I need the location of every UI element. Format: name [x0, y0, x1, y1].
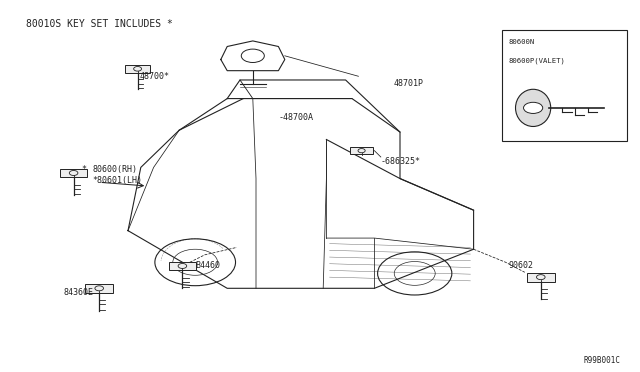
- Bar: [125, 65, 150, 73]
- Text: 90602: 90602: [509, 262, 534, 270]
- Text: 48701P: 48701P: [394, 79, 424, 88]
- Bar: [85, 284, 113, 293]
- Text: -686325*: -686325*: [381, 157, 421, 166]
- Bar: [502, 30, 627, 141]
- Text: *: *: [81, 165, 86, 174]
- Text: 48700*: 48700*: [140, 72, 170, 81]
- Text: 80600P(VALET): 80600P(VALET): [509, 58, 566, 64]
- Text: 80600N: 80600N: [509, 39, 535, 45]
- Bar: [527, 273, 555, 282]
- Text: R99B001C: R99B001C: [584, 356, 621, 365]
- Circle shape: [524, 102, 543, 113]
- Bar: [168, 262, 196, 270]
- Text: 80010S KEY SET INCLUDES *: 80010S KEY SET INCLUDES *: [26, 19, 172, 29]
- Text: -48700A: -48700A: [278, 113, 314, 122]
- Text: B4460: B4460: [195, 262, 220, 270]
- Ellipse shape: [516, 89, 550, 126]
- Text: *80601(LH): *80601(LH): [93, 176, 143, 185]
- Bar: [60, 169, 88, 177]
- Text: 80600(RH): 80600(RH): [93, 165, 138, 174]
- Bar: [350, 147, 373, 154]
- Text: 84360E: 84360E: [64, 288, 94, 296]
